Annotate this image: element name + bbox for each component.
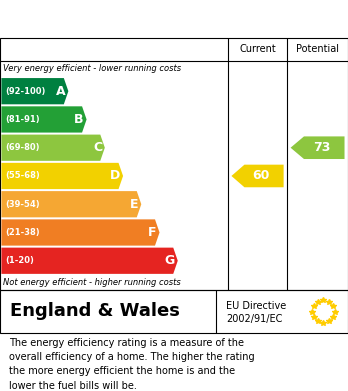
Text: (92-100): (92-100) (6, 87, 46, 96)
Text: D: D (110, 169, 120, 183)
Text: A: A (56, 85, 65, 98)
Polygon shape (1, 135, 105, 161)
Text: The energy efficiency rating is a measure of the
overall efficiency of a home. T: The energy efficiency rating is a measur… (9, 338, 254, 391)
Polygon shape (1, 248, 178, 274)
Text: F: F (148, 226, 157, 239)
Text: Potential: Potential (296, 44, 339, 54)
Text: (69-80): (69-80) (6, 143, 40, 152)
Text: C: C (93, 141, 102, 154)
Polygon shape (1, 106, 87, 133)
Text: EU Directive: EU Directive (226, 301, 286, 311)
Polygon shape (291, 136, 345, 159)
Text: B: B (74, 113, 84, 126)
Text: 73: 73 (313, 141, 330, 154)
Text: (81-91): (81-91) (6, 115, 40, 124)
Text: G: G (165, 254, 175, 267)
Polygon shape (231, 165, 284, 187)
Text: (1-20): (1-20) (6, 256, 34, 265)
Polygon shape (1, 191, 141, 217)
Polygon shape (1, 163, 123, 189)
Polygon shape (1, 78, 68, 104)
Text: 2002/91/EC: 2002/91/EC (226, 314, 283, 324)
Text: (21-38): (21-38) (6, 228, 40, 237)
Text: 60: 60 (253, 169, 270, 183)
Polygon shape (1, 219, 159, 246)
Text: Very energy efficient - lower running costs: Very energy efficient - lower running co… (3, 65, 182, 74)
Text: (39-54): (39-54) (6, 200, 40, 209)
Text: (55-68): (55-68) (6, 172, 40, 181)
Text: E: E (130, 198, 139, 211)
Text: Current: Current (239, 44, 276, 54)
Text: Not energy efficient - higher running costs: Not energy efficient - higher running co… (3, 278, 181, 287)
Text: England & Wales: England & Wales (10, 303, 180, 321)
Text: Energy Efficiency Rating: Energy Efficiency Rating (9, 11, 219, 27)
